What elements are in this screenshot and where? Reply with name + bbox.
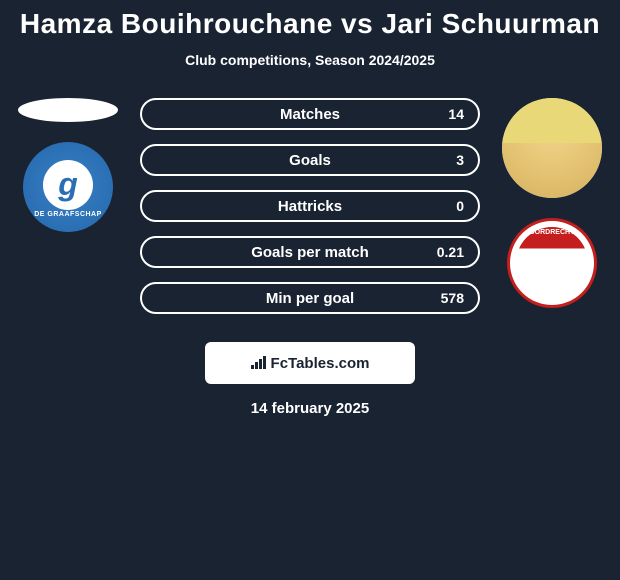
stat-label: Min per goal	[266, 290, 354, 307]
source-name: FcTables.com	[271, 355, 370, 372]
stat-label: Goals	[289, 152, 331, 169]
footer-date: 14 february 2025	[0, 400, 620, 417]
stat-right-value: 3	[456, 152, 464, 168]
club-left-label: DE GRAAFSCHAP	[34, 211, 102, 218]
stat-right-value: 0.21	[437, 244, 464, 260]
stat-right-value: 578	[441, 290, 464, 306]
avatar-face-placeholder	[502, 98, 602, 198]
subtitle: Club competitions, Season 2024/2025	[0, 52, 620, 68]
player-right-avatar	[502, 98, 602, 198]
stats-column: Matches 14 Goals 3 Hattricks 0 Goals per…	[140, 98, 480, 314]
content-area: g DE GRAAFSCHAP DORDRECHT Matches 14	[0, 98, 620, 314]
stat-row-matches: Matches 14	[140, 98, 480, 130]
stat-row-goals-per-match: Goals per match 0.21	[140, 236, 480, 268]
club-left-badge-letter: g	[58, 166, 78, 203]
page-title: Hamza Bouihrouchane vs Jari Schuurman	[0, 0, 620, 40]
stat-label: Hattricks	[278, 198, 342, 215]
club-right-logo: DORDRECHT	[507, 218, 597, 308]
stat-row-min-per-goal: Min per goal 578	[140, 282, 480, 314]
stat-label: Matches	[280, 106, 340, 123]
chart-icon	[251, 355, 267, 372]
source-badge[interactable]: FcTables.com	[205, 342, 415, 384]
avatar-hair-placeholder	[502, 98, 602, 143]
stat-row-hattricks: Hattricks 0	[140, 190, 480, 222]
stat-row-goals: Goals 3	[140, 144, 480, 176]
player-left-column: g DE GRAAFSCHAP	[8, 98, 128, 232]
club-right-label: DORDRECHT	[530, 229, 575, 236]
comparison-card: Hamza Bouihrouchane vs Jari Schuurman Cl…	[0, 0, 620, 580]
club-left-logo: g DE GRAAFSCHAP	[23, 142, 113, 232]
stat-right-value: 0	[456, 198, 464, 214]
dordrecht-inner-circle	[516, 227, 588, 299]
player-right-column: DORDRECHT	[492, 98, 612, 308]
player-left-avatar	[18, 98, 118, 122]
stat-label: Goals per match	[251, 244, 369, 261]
stat-right-value: 14	[448, 106, 464, 122]
